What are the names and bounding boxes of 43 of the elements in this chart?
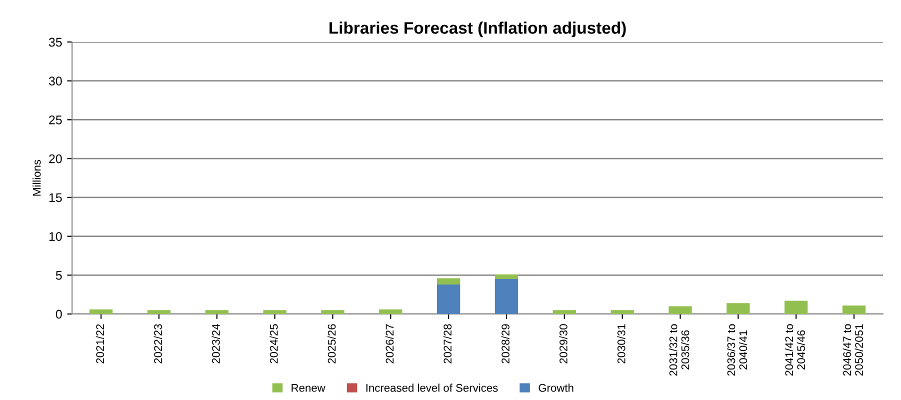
bar [379, 309, 402, 314]
x-tick-label: 2041/42 to 2045/46 [784, 324, 806, 376]
x-tick-label: 2023/24 [212, 324, 220, 364]
legend-label: Increased level of Services [366, 384, 498, 392]
bar [668, 306, 692, 314]
bar [321, 310, 344, 314]
bar [205, 310, 228, 314]
x-tick-label: 2026/27 [385, 324, 394, 364]
y-tick-label: 25 [49, 116, 62, 124]
x-tick-label: 2031/32 to 2035/36 [669, 324, 690, 376]
bar [842, 305, 866, 314]
bar [147, 310, 171, 314]
x-tick-label: 2030/31 [617, 324, 626, 364]
bar [784, 300, 808, 314]
x-tick-label: 2046/47 to 2050/2051 [842, 324, 863, 376]
bar [436, 284, 460, 314]
bar [610, 310, 634, 314]
x-tick-label: 2028/29 [501, 324, 510, 364]
legend-label: Growth [538, 384, 574, 392]
y-tick-label: 35 [48, 38, 62, 47]
x-tick-label: 2021/22 [96, 324, 104, 364]
x-tick-label: 2022/23 [154, 324, 162, 364]
x-tick-label: 2036/37 to 2040/41 [727, 324, 748, 376]
x-tick-label: 2027/28 [443, 324, 452, 364]
bar [726, 303, 750, 314]
legend-label: Renew [292, 384, 326, 392]
bar [494, 274, 518, 280]
y-tick-label: 15 [49, 193, 62, 202]
bar [89, 309, 113, 314]
bar [552, 310, 576, 314]
bar [494, 279, 518, 314]
y-tick-label: 10 [49, 232, 62, 241]
bar [436, 278, 460, 284]
x-tick-label: 2025/26 [328, 324, 336, 364]
x-tick-label: 2024/25 [270, 324, 278, 364]
y-tick-label: 0 [56, 310, 62, 319]
y-tick-label: 30 [48, 76, 62, 86]
y-tick-label: 20 [49, 154, 62, 164]
chart-title: Libraries Forecast (Inflation adjusted) [330, 22, 626, 38]
bar [263, 310, 286, 314]
x-tick-label: 2029/30 [559, 324, 568, 364]
y-tick-label: 5 [56, 271, 62, 280]
y-axis-title: Millions [32, 160, 41, 196]
